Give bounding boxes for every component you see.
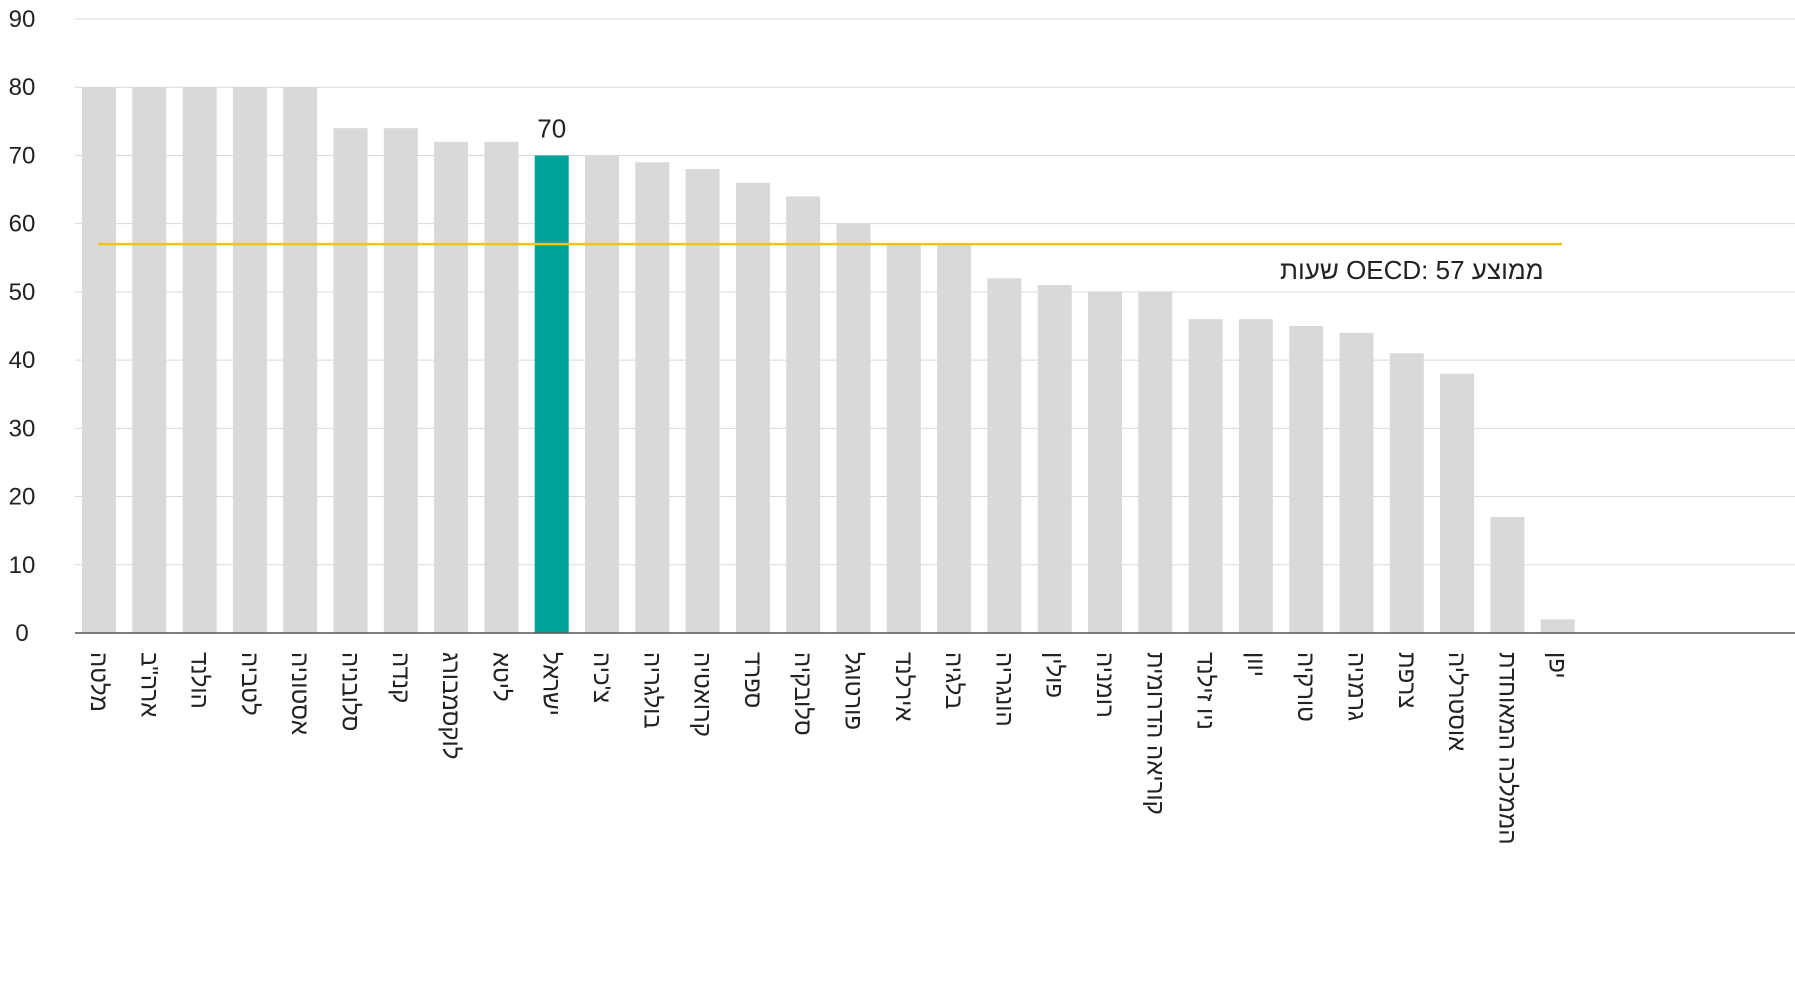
bar (383, 128, 418, 633)
bar (232, 87, 267, 633)
bar (182, 87, 217, 633)
x-tick-label: יוון (1242, 652, 1269, 677)
bar (735, 182, 770, 633)
x-tick-label: יפן (1544, 652, 1571, 679)
x-tick-label: לוקסמבורג (437, 652, 464, 759)
bar (283, 87, 318, 633)
bars (82, 87, 1575, 634)
bar (484, 141, 519, 634)
bar (786, 196, 821, 633)
bar (1490, 517, 1525, 633)
bar (1389, 353, 1424, 633)
bar (886, 244, 921, 633)
bar (987, 278, 1022, 633)
x-tick-label: לטביה (236, 652, 263, 716)
x-tick-label: קוריאה הדרומית (1141, 652, 1168, 815)
x-tick-label: אירלנד (890, 652, 917, 721)
x-tick-label: סלובניה (337, 652, 364, 731)
x-tick-label: ספרד (739, 652, 766, 708)
x-tick-label: קרואטיה (689, 652, 716, 737)
x-tick-label: רומניה (1091, 652, 1118, 718)
y-tick-label: 50 (9, 279, 36, 306)
x-tick-label: בלגיה (940, 652, 967, 709)
bar (1188, 319, 1223, 633)
x-tick-label: צרפת (1393, 652, 1420, 708)
x-tick-label: גרמניה (1343, 652, 1370, 721)
y-tick-label: 90 (9, 6, 36, 33)
bar (1289, 326, 1324, 633)
bar (434, 141, 469, 634)
bar (82, 87, 116, 633)
bar (1339, 332, 1374, 633)
x-tick-label: הונגריה (990, 652, 1017, 727)
x-tick-label: צ'כיה (588, 652, 615, 703)
x-tick-label: הממלכה המאוחדת (1493, 652, 1520, 845)
bar (333, 128, 368, 633)
x-tick-label: סלובקיה (789, 652, 816, 736)
x-tick-label: אסטוניה (286, 652, 313, 735)
y-tick-label: 70 (9, 142, 36, 169)
x-tick-label: ארה"ב (135, 652, 162, 717)
bar (585, 155, 619, 633)
bar (1238, 319, 1273, 633)
bar (635, 162, 670, 633)
bar (685, 169, 720, 634)
x-tick-label: הולנד (186, 652, 213, 709)
gridlines (75, 18, 1795, 566)
y-tick-label: 80 (9, 74, 36, 101)
y-tick-label: 60 (9, 211, 36, 238)
x-tick-label: קנדה (387, 652, 414, 703)
y-tick-label: 10 (9, 552, 36, 579)
y-tick-label: 40 (9, 347, 36, 374)
x-tick-label: בולגריה (638, 652, 665, 729)
y-tick-label: 20 (9, 484, 36, 511)
highlight-value-label: 70 (537, 113, 566, 143)
x-tick-label: ניו זילנד (1192, 652, 1219, 730)
bar (1088, 291, 1122, 633)
average-line-label: ממוצע OECD: 57 שעות (1280, 255, 1544, 285)
x-tick-label: פולין (1041, 652, 1068, 698)
y-tick-label: 0 (15, 620, 28, 647)
x-tick-label: ישראל (538, 652, 565, 716)
x-tick-label: אוסטרליה (1443, 652, 1470, 751)
bar-highlight (534, 155, 569, 633)
x-tick-label: ליטא (487, 652, 514, 702)
bar (1440, 373, 1475, 633)
x-tick-label: פורטוגל (840, 652, 867, 730)
bar (937, 244, 972, 633)
y-tick-label: 30 (9, 415, 36, 442)
x-axis-ticks: מלטה ארה"ב הולנד לטביה אסטוניה סלובניה קנדה לוק… (85, 652, 1571, 845)
x-tick-label: טורקיה (1292, 652, 1319, 722)
data-labels: 70 ממוצע OECD: 57 שעות (537, 113, 1543, 285)
bar (836, 223, 871, 633)
x-tick-label: מלטה (85, 652, 112, 712)
y-axis-ticks: 0 10 20 30 40 50 60 70 80 90 (9, 6, 36, 647)
bar (1037, 285, 1072, 633)
bar (132, 87, 167, 633)
bar (1540, 619, 1575, 633)
bar (1138, 291, 1173, 633)
